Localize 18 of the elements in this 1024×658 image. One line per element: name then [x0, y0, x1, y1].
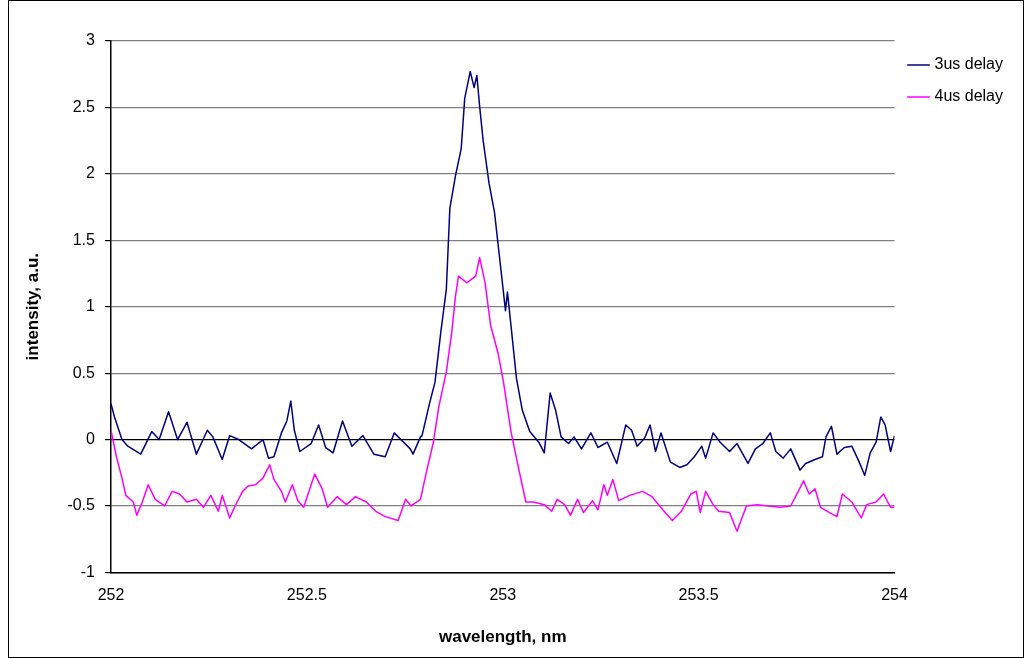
y-tick-label: 0.5 [72, 363, 96, 381]
y-tick-label: 2.5 [72, 97, 96, 115]
x-tick-label: 254 [881, 586, 908, 604]
legend-label: 3us delay [934, 55, 1004, 73]
legend-label: 4us delay [934, 87, 1004, 105]
x-tick-label: 253.5 [678, 586, 719, 604]
y-tick-label: 0 [86, 429, 96, 447]
y-tick-label: -1 [80, 562, 96, 580]
x-axis-title: wavelength, nm [437, 627, 567, 647]
y-tick-label: 3 [86, 31, 96, 49]
y-tick-label: 2 [86, 164, 96, 182]
x-tick-label: 252.5 [286, 586, 327, 604]
x-tick-label: 252 [97, 586, 125, 604]
x-tick-label: 253 [489, 586, 517, 604]
y-tick-label: -0.5 [67, 496, 96, 514]
y-tick-label: 1 [86, 297, 96, 315]
y-tick-label: 1.5 [72, 230, 96, 248]
y-axis-title: intensity, a.u. [22, 253, 42, 361]
